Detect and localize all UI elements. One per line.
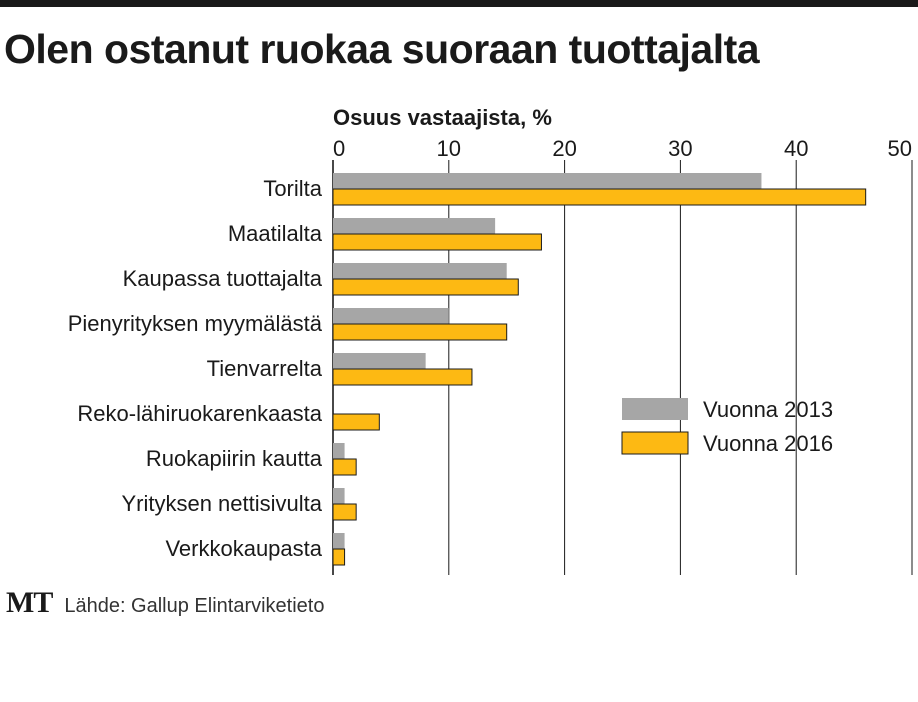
top-rule bbox=[0, 0, 918, 7]
x-axis-label: Osuus vastaajista, % bbox=[333, 105, 552, 130]
bar-2013 bbox=[333, 173, 762, 189]
mt-logo: MT bbox=[6, 586, 53, 619]
category-label: Maatilalta bbox=[228, 221, 323, 246]
x-tick-label: 20 bbox=[552, 136, 576, 161]
bar-2016 bbox=[332, 503, 357, 521]
category-label: Torilta bbox=[263, 176, 322, 201]
x-tick-label: 30 bbox=[668, 136, 692, 161]
bar-2016 bbox=[332, 278, 519, 296]
bar-2013 bbox=[333, 263, 507, 279]
x-tick-label: 10 bbox=[437, 136, 461, 161]
bar-chart: Torilta Maatilalta Kaupassa tuottajalta Pie… bbox=[68, 105, 913, 575]
x-tick-label: 0 bbox=[333, 136, 345, 161]
x-axis-ticks: 0 10 20 30 40 50 bbox=[333, 136, 912, 161]
source-note: Lähde: Gallup Elintarviketieto bbox=[64, 595, 325, 617]
category-label: Tienvarrelta bbox=[207, 356, 323, 381]
bar-2013 bbox=[333, 488, 345, 504]
legend-label: Vuonna 2013 bbox=[703, 397, 833, 422]
bar-2013 bbox=[333, 308, 449, 324]
bar-2016 bbox=[332, 188, 867, 206]
bar-2013 bbox=[333, 443, 345, 459]
category-label: Yrityksen nettisivulta bbox=[121, 491, 322, 516]
legend-swatch bbox=[621, 431, 689, 455]
x-tick-label: 50 bbox=[888, 136, 912, 161]
legend-label: Vuonna 2016 bbox=[703, 431, 833, 456]
bars bbox=[332, 173, 867, 566]
bar-2016 bbox=[332, 368, 473, 386]
bar-2013 bbox=[333, 533, 345, 549]
bar-2013 bbox=[333, 218, 496, 234]
category-label: Kaupassa tuottajalta bbox=[123, 266, 323, 291]
bar-2016 bbox=[332, 413, 380, 431]
bar-2016 bbox=[332, 233, 542, 251]
category-label: Pienyrityksen myymälästä bbox=[68, 311, 323, 336]
bar-2016 bbox=[332, 323, 508, 341]
category-label: Reko-lähiruokarenkaasta bbox=[77, 401, 322, 426]
category-label: Verkkokaupasta bbox=[165, 536, 322, 561]
category-labels: Torilta Maatilalta Kaupassa tuottajalta Pie… bbox=[68, 176, 323, 561]
bar-2016 bbox=[332, 458, 357, 476]
x-tick-label: 40 bbox=[784, 136, 808, 161]
bar-2016 bbox=[332, 548, 346, 566]
footer: MT Lähde: Gallup Elintarviketieto bbox=[6, 586, 324, 620]
chart-title: Olen ostanut ruokaa suoraan tuottajalta bbox=[4, 26, 760, 72]
category-label: Ruokapiirin kautta bbox=[146, 446, 323, 471]
legend: Vuonna 2013 Vuonna 2016 bbox=[621, 397, 833, 456]
legend-swatch bbox=[622, 398, 688, 420]
bar-2013 bbox=[333, 353, 426, 369]
